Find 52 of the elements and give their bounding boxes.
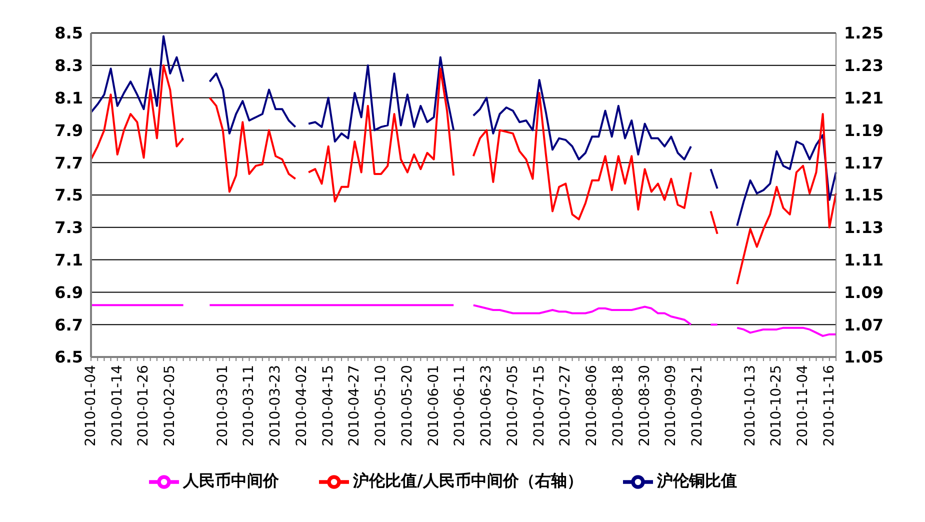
y2-tick-label: 1.13 <box>844 218 884 238</box>
x-tick-label: 2010-07-27 <box>558 365 574 446</box>
x-tick-label: 2010-09-21 <box>690 365 706 446</box>
legend-label: 人民币中间价 <box>183 471 280 490</box>
y2-tick-label: 1.09 <box>844 282 884 302</box>
x-tick-label: 2010-05-20 <box>399 365 416 446</box>
x-tick-label: 2010-02-05 <box>162 365 178 446</box>
y-tick-label: 7.1 <box>54 250 83 270</box>
x-tick-label: 2010-04-02 <box>294 365 310 446</box>
y2-tick-label: 1.17 <box>844 153 884 172</box>
y2-tick-label: 1.19 <box>844 120 884 140</box>
x-tick-label: 2010-06-11 <box>452 365 468 446</box>
y-tick-label: 7.9 <box>54 120 83 140</box>
y-tick-label: 6.7 <box>54 315 83 334</box>
y-tick-label: 7.7 <box>54 153 83 172</box>
x-tick-label: 2010-03-01 <box>214 365 231 446</box>
x-tick-label: 2010-08-06 <box>584 364 600 446</box>
x-tick-label: 2010-06-23 <box>478 365 495 446</box>
x-tick-label: 2010-04-27 <box>346 365 363 446</box>
x-tick-label: 2010-03-11 <box>241 365 258 446</box>
y-tick-label: 8.5 <box>54 24 83 43</box>
x-tick-label: 2010-10-25 <box>768 365 785 446</box>
x-tick-label: 2010-07-05 <box>504 365 521 446</box>
y2-tick-label: 1.23 <box>844 56 884 76</box>
x-tick-label: 2010-03-23 <box>268 365 284 446</box>
y2-tick-label: 1.25 <box>844 24 884 43</box>
legend-label: 沪伦比值/人民币中间价（右轴） <box>353 471 583 490</box>
x-tick-label: 2010-11-04 <box>795 364 812 446</box>
y-tick-label: 7.3 <box>54 218 83 238</box>
x-tick-label: 2010-10-13 <box>742 365 758 446</box>
y2-tick-label: 1.07 <box>844 315 884 334</box>
y2-tick-label: 1.21 <box>844 88 884 108</box>
legend-label: 沪伦铜比值 <box>656 471 737 490</box>
x-tick-label: 2010-05-10 <box>373 365 390 446</box>
y2-tick-label: 1.15 <box>844 186 884 205</box>
x-tick-label: 2010-01-14 <box>109 364 126 446</box>
x-tick-label: 2010-01-26 <box>136 364 152 446</box>
y2-tick-label: 1.11 <box>844 250 884 270</box>
x-tick-label: 2010-08-30 <box>636 365 653 446</box>
y-tick-label: 6.5 <box>54 348 83 367</box>
y-tick-label: 7.5 <box>54 186 83 205</box>
y-tick-label: 8.1 <box>54 88 83 108</box>
x-tick-label: 2010-11-16 <box>821 364 838 446</box>
y-tick-label: 6.9 <box>54 282 83 302</box>
x-tick-label: 2010-04-15 <box>320 365 336 446</box>
y2-tick-label: 1.05 <box>844 348 884 367</box>
y-tick-label: 8.3 <box>54 56 83 76</box>
x-tick-label: 2010-07-15 <box>531 365 548 446</box>
x-tick-label: 2010-01-04 <box>83 364 99 446</box>
x-tick-label: 2010-06-01 <box>426 365 442 446</box>
x-tick-label: 2010-08-18 <box>610 365 626 446</box>
x-tick-label: 2010-09-09 <box>663 365 680 446</box>
